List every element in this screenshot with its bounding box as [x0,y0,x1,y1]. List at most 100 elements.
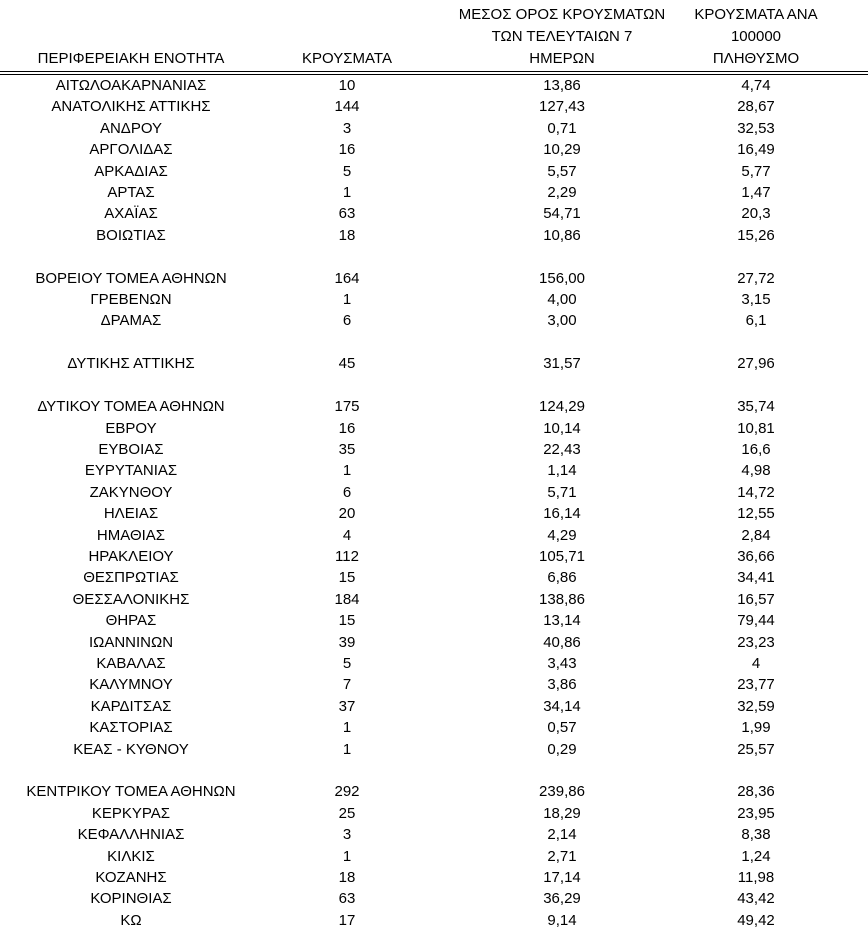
cases-cell: 5 [342,654,352,672]
cases-cell: 3 [342,119,352,137]
table-row: ΚΕΦΑΛΛΗΝΙΑΣ 3 2,14 8,38 [0,824,868,845]
header-cases: ΚΡΟΥΣΜΑΤΑ [262,0,432,75]
cases-cell: 4 [342,526,352,544]
table-row: ΒΟΡΕΙΟΥ ΤΟΜΕΑ ΑΘΗΝΩΝ 164 156,00 27,72 [0,268,868,289]
per100k-cell: 4,98 [741,462,771,480]
per100k-cell: 5,77 [741,162,771,180]
table-body: ΑΙΤΩΛΟΑΚΑΡΝΑΝΙΑΣ 10 13,86 4,74 ΑΝΑΤΟΛΙΚΗΣ ΑΤ… [0,73,868,931]
region-name-cell: ΚΑΡΔΙΤΣΑΣ [90,697,172,715]
region-name-cell: ΚΙΛΚΙΣ [107,847,155,865]
avg7-cell: 2,71 [547,847,577,865]
region-name-cell: ΚΕΑΣ - ΚΥΘΝΟΥ [73,740,189,758]
table-row: ΗΜΑΘΙΑΣ 4 4,29 2,84 [0,525,868,546]
avg7-cell: 138,86 [539,590,585,608]
cases-cell: 35 [338,440,356,458]
per100k-cell: 1,47 [741,184,771,202]
region-name-cell: ΑΡΓΟΛΙΔΑΣ [89,141,173,159]
cases-cell: 15 [338,612,356,630]
table-row: ΘΕΣΠΡΩΤΙΑΣ 15 6,86 34,41 [0,567,868,588]
region-name-cell: ΘΕΣΠΡΩΤΙΑΣ [83,569,179,587]
per100k-cell: 27,72 [737,269,775,287]
cases-cell: 17 [338,911,356,929]
cases-cell: 63 [338,890,356,908]
avg7-cell: 13,86 [543,77,581,94]
region-name-cell: ΗΜΑΘΙΑΣ [96,526,166,544]
region-name-cell: ΑΧΑΪΑΣ [104,205,158,223]
cases-cell: 292 [334,783,360,801]
avg7-cell: 13,14 [543,612,581,630]
avg7-cell: 16,14 [543,505,581,523]
region-name-cell: ΕΥΒΟΙΑΣ [98,440,164,458]
region-name-cell: ΔΥΤΙΚΟΥ ΤΟΜΕΑ ΑΘΗΝΩΝ [37,398,225,416]
avg7-cell: 1,14 [547,462,577,480]
per100k-cell: 16,57 [737,590,775,608]
per100k-cell: 49,42 [737,911,775,929]
per100k-cell: 23,77 [737,676,775,694]
avg7-cell: 105,71 [539,547,585,565]
cases-cell: 175 [334,398,360,416]
avg7-cell: 239,86 [539,783,585,801]
per100k-cell: 25,57 [737,740,775,758]
cases-cell: 6 [342,312,352,330]
table-row: ΘΗΡΑΣ 15 13,14 79,44 [0,610,868,631]
region-name-cell: ΚΟΖΑΝΗΣ [95,869,167,887]
spacer-row [0,760,868,781]
spacer-row [0,332,868,353]
avg7-cell: 36,29 [543,890,581,908]
table-row: ΔΡΑΜΑΣ 6 3,00 6,1 [0,310,868,331]
per100k-cell: 35,74 [737,398,775,416]
table-row: ΚΕΑΣ - ΚΥΘΝΟΥ 1 0,29 25,57 [0,739,868,760]
cases-cell: 1 [342,462,352,480]
header-row: ΠΕΡΙΦΕΡΕΙΑΚΗ ΕΝΟΤΗΤΑ ΚΡΟΥΣΜΑΤΑ ΜΕΣΟΣ ΟΡΟ… [0,0,868,75]
region-name-cell: ΔΡΑΜΑΣ [100,312,162,330]
avg7-cell: 10,29 [543,141,581,159]
per100k-cell: 28,67 [737,98,775,116]
region-name-cell: ΚΩ [120,911,142,929]
cases-cell: 1 [342,719,352,737]
cases-cell: 144 [334,98,360,116]
region-name-cell: ΚΕΝΤΡΙΚΟΥ ΤΟΜΕΑ ΑΘΗΝΩΝ [26,783,236,801]
per100k-cell: 36,66 [737,547,775,565]
per100k-cell: 79,44 [737,612,775,630]
region-name-cell: ΘΗΡΑΣ [105,612,157,630]
avg7-cell: 127,43 [539,98,585,116]
per100k-cell: 10,81 [737,419,775,437]
region-name-cell: ΔΥΤΙΚΗΣ ΑΤΤΙΚΗΣ [67,355,195,373]
region-name-cell: ΘΕΣΣΑΛΟΝΙΚΗΣ [72,590,190,608]
table-row: ΑΡΤΑΣ 1 2,29 1,47 [0,182,868,203]
avg7-cell: 9,14 [547,911,577,929]
per100k-cell: 6,1 [745,312,767,330]
per100k-cell: 34,41 [737,569,775,587]
table-row: ΑΡΚΑΔΙΑΣ 5 5,57 5,77 [0,161,868,182]
cases-cell: 1 [342,847,352,865]
per100k-cell: 3,15 [741,291,771,309]
avg7-cell: 31,57 [543,355,581,373]
cases-cell: 15 [338,569,356,587]
cases-cell: 184 [334,590,360,608]
cases-cell: 112 [335,547,359,565]
avg7-cell: 40,86 [543,633,581,651]
header-avg7: ΜΕΣΟΣ ΟΡΟΣ ΚΡΟΥΣΜΑΤΩΝ ΤΩΝ ΤΕΛΕΥΤΑΙΩΝ 7 Η… [432,0,692,75]
avg7-cell: 6,86 [547,569,577,587]
region-name-cell: ΚΑΒΑΛΑΣ [96,654,166,672]
per100k-cell: 43,42 [737,890,775,908]
table-row: ΚΙΛΚΙΣ 1 2,71 1,24 [0,846,868,867]
table-row: ΕΒΡΟΥ 16 10,14 10,81 [0,418,868,439]
spacer-cell [0,246,868,267]
avg7-cell: 3,86 [547,676,577,694]
table-row: ΔΥΤΙΚΗΣ ΑΤΤΙΚΗΣ 45 31,57 27,96 [0,353,868,374]
avg7-cell: 17,14 [543,869,581,887]
avg7-cell: 3,00 [547,312,577,330]
table-row: ΓΡΕΒΕΝΩΝ 1 4,00 3,15 [0,289,868,310]
table-row: ΘΕΣΣΑΛΟΝΙΚΗΣ 184 138,86 16,57 [0,589,868,610]
avg7-cell: 18,29 [543,804,581,822]
table-row: ΗΛΕΙΑΣ 20 16,14 12,55 [0,503,868,524]
cases-cell: 6 [342,483,352,501]
cases-cell: 7 [342,676,352,694]
table-row: ΚΕΡΚΥΡΑΣ 25 18,29 23,95 [0,803,868,824]
cases-cell: 63 [338,205,356,223]
per100k-cell: 1,24 [741,847,771,865]
table-header: ΠΕΡΙΦΕΡΕΙΑΚΗ ΕΝΟΤΗΤΑ ΚΡΟΥΣΜΑΤΑ ΜΕΣΟΣ ΟΡΟ… [0,0,868,75]
region-name-cell: ΑΝΔΡΟΥ [99,119,163,137]
